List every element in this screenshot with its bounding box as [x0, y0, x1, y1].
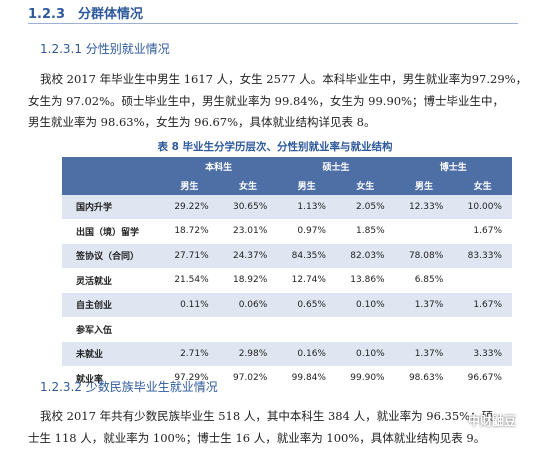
row-label: 国内升学 [62, 195, 160, 220]
cell: 2.71% [160, 341, 219, 367]
cell: 12.74% [277, 268, 336, 293]
row-label: 出国（境）留学 [62, 219, 160, 244]
group-header: 本科生 [160, 157, 278, 176]
cell: 97.29% [160, 366, 219, 391]
group-header: 博士生 [394, 157, 512, 176]
cell [335, 317, 395, 342]
table-row: 出国（境）留学 18.72% 23.01% 0.97% 1.85% 1.67% [62, 219, 512, 244]
cell: 1.67% [453, 219, 512, 244]
sub-header: 男生 [160, 176, 219, 195]
table-row: 国内升学 29.22% 30.65% 1.13% 2.05% 12.33% 10.00% [62, 195, 512, 220]
header-row: 男生 女生 男生 女生 男生 女生 [62, 176, 512, 195]
cell: 0.16% [277, 341, 336, 367]
sub-header: 女生 [218, 176, 278, 195]
watermark: 中财鼬豆 [468, 414, 517, 428]
table-caption: 表 8 毕业生分学历层次、分性别就业率与就业结构 [157, 141, 393, 153]
cell [277, 317, 336, 342]
cell: 23.01% [218, 219, 278, 244]
cell: 12.33% [394, 195, 454, 220]
row-label: 未就业 [62, 341, 160, 367]
row-label: 参军入伍 [62, 317, 160, 342]
cell: 0.06% [218, 292, 278, 318]
cell: 1.67% [453, 292, 512, 318]
cell: 1.37% [394, 341, 454, 367]
sub-header: 女生 [453, 176, 512, 195]
row-label: 自主创业 [62, 292, 160, 318]
paragraph-line: 男生就业率为 98.63%，女生为 96.67%，具体就业结构详见表 8。 [28, 115, 376, 129]
row-label: 灵活就业 [62, 268, 160, 293]
cell: 10.00% [453, 195, 512, 220]
sub-header: 女生 [335, 176, 395, 195]
cell: 0.10% [335, 341, 395, 367]
rule [28, 23, 518, 24]
cell: 27.71% [160, 243, 219, 269]
cell [160, 317, 219, 342]
table-row: 参军入伍 [62, 317, 512, 342]
row-label: 签协议（合同） [62, 243, 160, 269]
cell: 0.11% [160, 292, 219, 318]
cell [218, 317, 278, 342]
cell: 21.54% [160, 268, 219, 293]
cell: 18.72% [160, 219, 219, 244]
table-row: 自主创业 0.11% 0.06% 0.65% 0.10% 1.37% 1.67% [62, 292, 512, 318]
cell: 98.63% [394, 366, 454, 391]
cell: 0.97% [277, 219, 336, 244]
cell [394, 317, 454, 342]
table-row: 未就业 2.71% 2.98% 0.16% 0.10% 1.37% 3.33% [62, 341, 512, 367]
header-row: 本科生 硕士生 博士生 [62, 157, 512, 195]
group-header: 硕士生 [277, 157, 395, 176]
cell: 1.85% [335, 219, 395, 244]
cell: 82.03% [335, 243, 395, 269]
sub-header: 男生 [277, 176, 336, 195]
cell: 99.90% [335, 366, 395, 391]
cell: 3.33% [453, 341, 512, 367]
header-cell [62, 157, 160, 195]
cell: 0.65% [277, 292, 336, 318]
cell: 2.98% [218, 341, 278, 367]
heading: 1.2.3 分群体情况 [28, 7, 144, 22]
cell: 6.85% [394, 268, 454, 293]
paragraph-line: 士生 118 人，就业率为 100%；博士生 16 人，就业率为 100%，具体… [28, 431, 486, 445]
table-row: 灵活就业 21.54% 18.92% 12.74% 13.86% 6.85% [62, 268, 512, 293]
sub-header: 男生 [394, 176, 454, 195]
paragraph-line: 我校 2017 年毕业生中男生 1617 人，女生 2577 人。本科毕业生中，… [40, 72, 528, 86]
cell: 83.33% [453, 243, 512, 269]
cell: 84.35% [277, 243, 336, 269]
row-label: 就业率 [62, 366, 160, 391]
section-title: 1.2.3.1 分性别就业情况 [40, 42, 170, 56]
cell: 99.84% [277, 366, 336, 391]
cell [394, 219, 454, 244]
cell [453, 317, 512, 342]
table: 本科生 硕士生 博士生 男生 女生 男生 女生 男生 女生 国内升学 29.22% 30.65% 1.1… [62, 157, 512, 391]
cell: 96.67% [453, 366, 512, 391]
cell: 18.92% [218, 268, 278, 293]
paragraph-line: 我校 2017 年共有少数民族毕业生 518 人，其中本科生 384 人，就业率… [40, 409, 494, 423]
cell: 13.86% [335, 268, 395, 293]
cell: 1.37% [394, 292, 454, 318]
section-title: 1.2.3.2 少数民族毕业生就业情况 [40, 380, 218, 394]
cell: 24.37% [218, 243, 278, 269]
cell: 0.10% [335, 292, 395, 318]
table-row: 签协议（合同） 27.71% 24.37% 84.35% 82.03% 78.08% 83.… [62, 243, 512, 269]
paragraph-line: 女生为 97.02%。硕士毕业生中，男生就业率为 99.84%，女生为 99.9… [28, 94, 505, 108]
cell: 97.02% [218, 366, 278, 391]
cell: 30.65% [218, 195, 278, 220]
cell: 78.08% [394, 243, 454, 269]
cell: 1.13% [277, 195, 336, 220]
cell: 2.05% [335, 195, 395, 220]
cell: 29.22% [160, 195, 219, 220]
cell [453, 268, 512, 293]
table-row: 就业率 97.29% 97.02% 99.84% 99.90% 98.63% 96.67% [62, 366, 512, 391]
